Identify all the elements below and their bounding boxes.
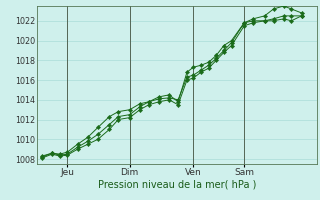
X-axis label: Pression niveau de la mer( hPa ): Pression niveau de la mer( hPa )	[98, 180, 256, 190]
